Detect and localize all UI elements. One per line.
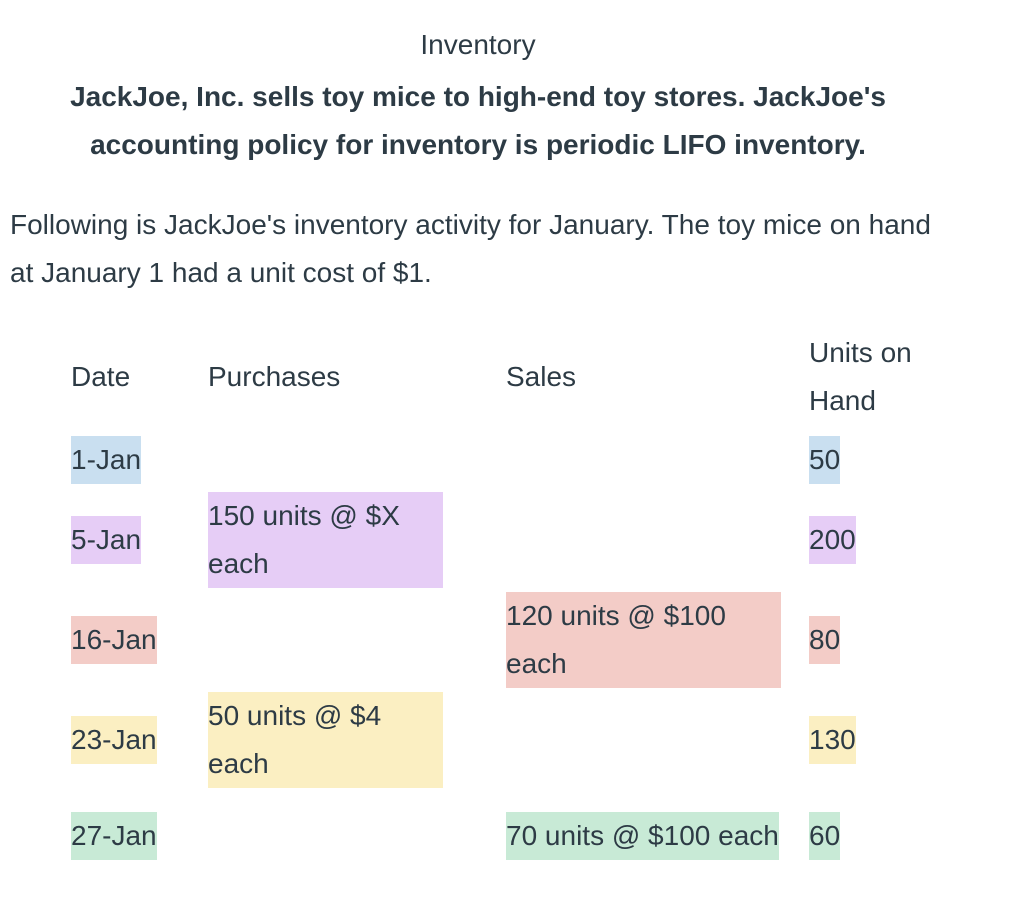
cell-text: 60 xyxy=(809,812,841,860)
column-header: Date xyxy=(71,361,131,392)
table-cell: 200 xyxy=(809,492,959,588)
cell-text: 16-Jan xyxy=(71,616,157,664)
table-cell: Purchases xyxy=(208,329,443,425)
subtitle: JackJoe, Inc. sells toy mice to high-end… xyxy=(70,81,886,160)
table-cell: Date xyxy=(71,329,206,425)
table-cell: 50 xyxy=(809,412,959,508)
table-cell: 5-Jan xyxy=(71,492,206,588)
cell-text: 23-Jan xyxy=(71,716,157,764)
cell-text: 70 units @ $100 each xyxy=(506,812,779,860)
table-cell: 50 units @ $4 each xyxy=(208,692,443,788)
table-cell: 23-Jan xyxy=(71,692,206,788)
title: Inventory xyxy=(420,29,536,60)
cell-text: 27-Jan xyxy=(71,812,157,860)
table-cell: 80 xyxy=(809,592,959,688)
table-cell: 150 units @ $X each xyxy=(208,492,443,588)
table-cell: 16-Jan xyxy=(71,592,206,688)
table-cell: 60 xyxy=(809,788,959,884)
cell-text: 1-Jan xyxy=(71,436,142,484)
cell-text: 5-Jan xyxy=(71,516,142,564)
table-cell: 1-Jan xyxy=(71,412,206,508)
table-cell: 130 xyxy=(809,692,959,788)
table-cell: Sales xyxy=(506,329,781,425)
cell-text: 50 units @ $4 each xyxy=(208,692,443,788)
intro-paragraph: Following is JackJoe's inventory activit… xyxy=(10,209,931,288)
cell-text: 80 xyxy=(809,616,841,664)
table-cell: 70 units @ $100 each xyxy=(506,788,781,884)
cell-text: 120 units @ $100 each xyxy=(506,592,781,688)
column-header: Purchases xyxy=(208,361,341,392)
table-cell: Units on Hand xyxy=(809,329,959,425)
table-cell: 120 units @ $100 each xyxy=(506,592,781,688)
column-header: Units on Hand xyxy=(809,337,912,416)
cell-text: 200 xyxy=(809,516,856,564)
column-header: Sales xyxy=(506,361,577,392)
cell-text: 150 units @ $X each xyxy=(208,492,443,588)
cell-text: 130 xyxy=(809,716,856,764)
table-cell: 27-Jan xyxy=(71,788,206,884)
cell-text: 50 xyxy=(809,436,841,484)
